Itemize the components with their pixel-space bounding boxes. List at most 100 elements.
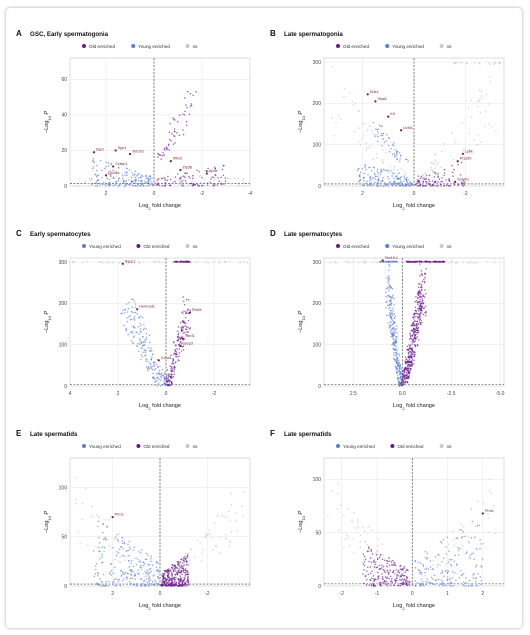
point-young-enriched (396, 349, 398, 352)
point-young-enriched (397, 382, 400, 384)
point-young-enriched (367, 174, 369, 176)
point-young-enriched (149, 363, 152, 365)
point-old-enriched (178, 261, 181, 263)
point-old-enriched (173, 371, 175, 373)
point-old-enriched (182, 261, 185, 263)
point-young-enriched (148, 347, 150, 349)
point-old-enriched (185, 561, 188, 563)
point-old-enriched (224, 180, 227, 182)
point-old-enriched (381, 577, 384, 580)
point-old-enriched (387, 573, 390, 576)
point-old-enriched (162, 573, 165, 575)
point-young-enriched (148, 361, 150, 363)
point-young-enriched (391, 153, 394, 156)
y-tick-label: 50 (61, 535, 67, 541)
point-ns (425, 176, 427, 178)
point-young-enriched (386, 169, 388, 171)
point-ns (194, 556, 196, 558)
point-young-enriched (394, 355, 397, 357)
point-old-enriched (164, 581, 166, 584)
point-young-enriched (391, 175, 393, 177)
point-young-enriched (364, 166, 366, 169)
point-old-enriched (402, 383, 405, 385)
point-young-enriched (389, 321, 392, 323)
labeled-point (181, 337, 184, 340)
point-ns (339, 118, 342, 120)
point-young-enriched (94, 565, 97, 567)
point-young-enriched (460, 574, 463, 577)
point-old-enriched (368, 560, 370, 563)
point-ns (415, 181, 418, 184)
point-old-enriched (400, 579, 402, 581)
point-ns (150, 180, 153, 183)
point-young-enriched (135, 564, 138, 566)
point-young-enriched (127, 560, 130, 562)
point-young-enriched (359, 179, 361, 181)
legend-swatch-young_enriched (336, 444, 340, 448)
point-old-enriched (176, 120, 179, 123)
point-young-enriched (389, 324, 391, 326)
point-old-enriched (362, 563, 365, 565)
point-young-enriched (126, 171, 128, 173)
point-young-enriched (151, 365, 153, 367)
point-young-enriched (385, 307, 387, 309)
point-old-enriched (433, 176, 436, 178)
point-old-enriched (376, 557, 379, 560)
point-young-enriched (105, 539, 107, 541)
y-tick-label: 0 (318, 584, 321, 590)
point-old-enriched (163, 149, 166, 151)
legend-label-young_enriched: Young enriched (392, 244, 424, 249)
point-old-enriched (182, 133, 185, 136)
point-young-enriched (400, 371, 402, 373)
point-old-enriched (379, 581, 382, 584)
point-young-enriched (396, 377, 399, 380)
point-young-enriched (145, 336, 148, 339)
point-old-enriched (175, 344, 177, 346)
point-ns (432, 161, 434, 164)
point-young-enriched (126, 572, 129, 575)
point-young-enriched (140, 577, 142, 580)
point-young-enriched (123, 573, 125, 576)
point-young-enriched (388, 314, 390, 317)
point-young-enriched (123, 184, 126, 187)
point-ns (343, 88, 346, 90)
point-young-enriched (388, 303, 391, 305)
point-young-enriched (104, 536, 106, 539)
point-old-enriched (405, 358, 408, 361)
point-young-enriched (397, 183, 399, 186)
point-young-enriched (432, 578, 434, 580)
point-ns (375, 551, 378, 553)
point-old-enriched (412, 316, 414, 318)
point-young-enriched (449, 581, 452, 584)
point-young-enriched (381, 169, 383, 172)
point-old-enriched (386, 584, 389, 587)
point-young-enriched (394, 360, 396, 362)
point-old-enriched (412, 324, 415, 327)
point-old-enriched (411, 356, 413, 359)
point-young-enriched (151, 368, 154, 371)
point-old-enriched (162, 154, 164, 157)
point-young-enriched (157, 571, 160, 573)
point-young-enriched (139, 315, 142, 317)
point-old-enriched (413, 261, 415, 263)
point-old-enriched (171, 373, 173, 375)
point-old-enriched (407, 349, 410, 352)
point-young-enriched (122, 309, 124, 312)
point-young-enriched (380, 185, 382, 187)
point-young-enriched (442, 581, 444, 583)
point-old-enriched (189, 105, 192, 107)
point-young-enriched (143, 344, 145, 347)
point-young-enriched (397, 363, 399, 365)
y-tick-label: 0 (64, 184, 67, 190)
point-young-enriched (395, 176, 398, 178)
point-young-enriched (395, 351, 398, 353)
point-young-enriched (150, 358, 153, 361)
point-ns (81, 262, 84, 264)
point-old-enriched (170, 579, 173, 582)
point-young-enriched (117, 185, 120, 187)
legend-swatch-ns (185, 244, 190, 248)
point-old-enriched (461, 182, 463, 184)
point-ns (357, 110, 359, 113)
point-old-enriched (179, 340, 182, 343)
